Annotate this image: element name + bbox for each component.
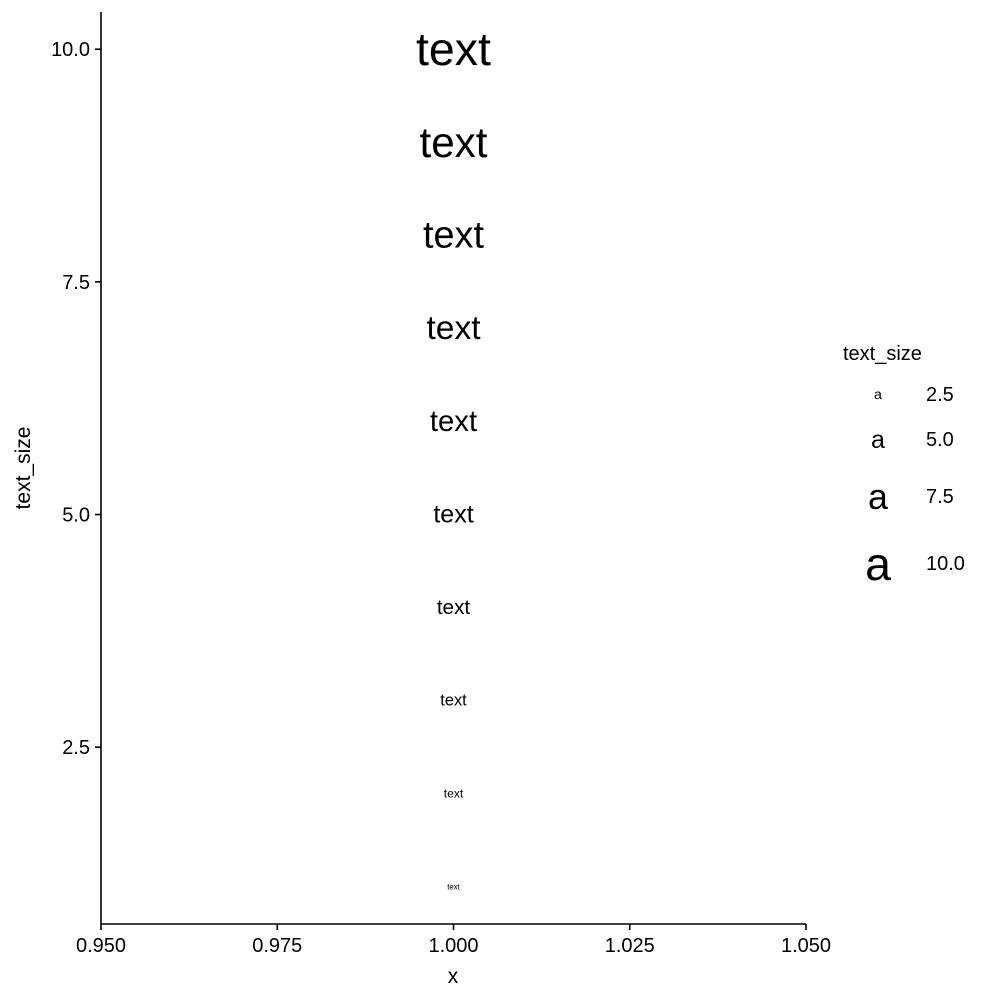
legend-label: 5.0	[926, 429, 954, 451]
text-point: text	[437, 596, 471, 619]
text-point: text	[440, 692, 467, 710]
text-point: text	[420, 119, 488, 166]
y-tick-label: 5.0	[62, 505, 90, 527]
x-tick-label: 0.950	[76, 935, 126, 957]
y-ticks-group: 2.5 5.0 7.5 10.0	[51, 39, 101, 759]
text-point: text	[430, 405, 477, 438]
legend-key-glyph: a	[874, 387, 882, 403]
x-axis-title: x	[448, 965, 459, 988]
y-tick-label: 7.5	[62, 272, 90, 294]
text-point: text	[426, 310, 481, 347]
legend: text_size a 2.5 a 5.0 a 7.5 a 10.0	[843, 343, 965, 590]
legend-key-glyph: a	[868, 477, 888, 517]
y-tick-label: 10.0	[51, 39, 90, 61]
y-axis-title: text_size	[12, 427, 35, 510]
text-point: text	[433, 501, 473, 529]
legend-label: 7.5	[926, 486, 954, 508]
text-point: text	[423, 214, 485, 256]
legend-title: text_size	[843, 343, 922, 365]
y-tick-label: 2.5	[62, 737, 90, 759]
text-point: text	[444, 787, 464, 801]
x-tick-label: 1.000	[428, 935, 478, 957]
legend-key-glyph: a	[865, 538, 891, 590]
points-group: text text text text text text text text text text	[416, 23, 491, 891]
x-tick-label: 1.025	[605, 935, 655, 957]
x-tick-label: 0.975	[252, 935, 302, 957]
text-point: text	[416, 23, 491, 75]
legend-label: 10.0	[926, 553, 965, 575]
text-point: text	[447, 882, 460, 891]
x-tick-label: 1.050	[781, 935, 831, 957]
legend-key-glyph: a	[871, 426, 885, 454]
x-ticks-group: 0.950 0.975 1.000 1.025 1.050	[76, 924, 831, 957]
legend-label: 2.5	[926, 384, 954, 406]
